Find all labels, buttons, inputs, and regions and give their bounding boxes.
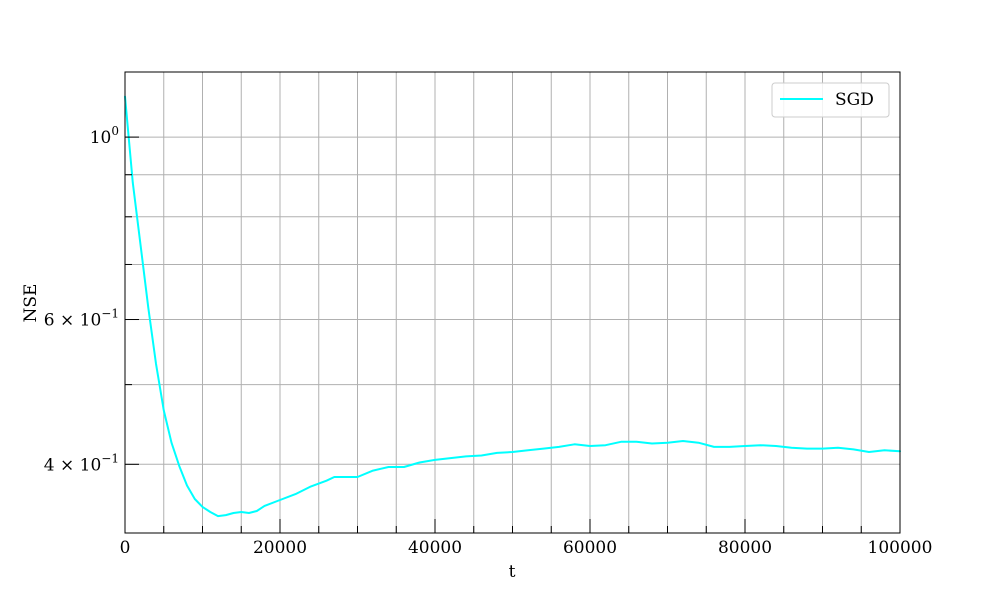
y-axis-label: NSE	[21, 284, 41, 323]
x-axis-label: t	[509, 562, 516, 582]
x-tick-label: 100000	[868, 538, 933, 558]
grid-lines	[124, 72, 901, 533]
x-tick-label: 40000	[408, 538, 462, 558]
x-tick-label: 20000	[253, 538, 307, 558]
x-tick-label: 60000	[563, 538, 617, 558]
series-line-sgd	[124, 95, 901, 518]
y-tick-label: 100	[90, 124, 119, 148]
axis-ticks: 0 20000 40000 60000 80000 100000 100 6 × 10−1 4 …	[44, 124, 933, 558]
y-tick-label: 4 × 10−1	[44, 451, 119, 475]
series-layer	[124, 95, 901, 518]
x-tick-label: 80000	[718, 538, 772, 558]
legend-label-sgd: SGD	[835, 90, 874, 110]
x-tick-label: 0	[120, 538, 131, 558]
legend-box	[771, 82, 890, 118]
legend: SGD	[771, 82, 890, 118]
y-tick-label: 6 × 10−1	[44, 307, 119, 331]
